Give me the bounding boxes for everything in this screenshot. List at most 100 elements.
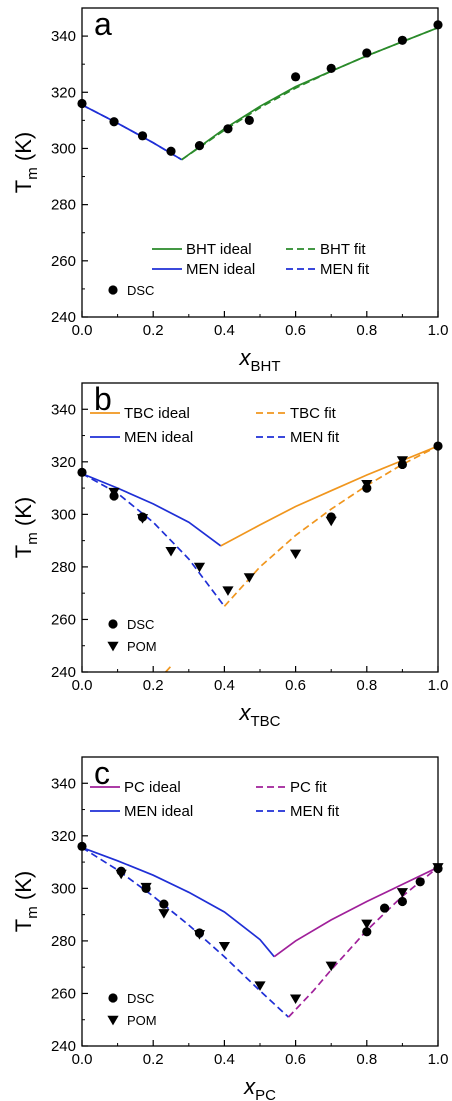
panel-a-y-axis-label-sub: m [24,167,41,180]
panel-a-series-2-ideal-line [181,26,439,161]
panel-c-series-0-ideal-line [81,846,275,958]
panel-b-x-tick-label: 0.0 [72,677,93,694]
panel-c-pom-point [115,869,127,880]
panel-c-legend-marker-undefined [108,993,118,1003]
panel-b-legend-label-0: TBC ideal [124,405,190,422]
panel-c-x-tick-label: 0.0 [72,1051,93,1068]
panel-a-dsc-point [244,115,254,125]
panel-c-dsc-point [380,903,390,913]
panel-a-y-axis-label-main: T [11,180,36,193]
panel-a-y-axis-label: Tm (K) [11,132,41,193]
panel-b-pom-point [222,586,234,596]
panel-c-y-tick-label: 300 [51,880,76,897]
panel-b-series-4-fit-line [165,663,174,673]
panel-a-y-tick-label: 300 [51,140,76,157]
panel-b-legend-label-1: TBC fit [290,405,337,422]
panel-c-legend-marker-label-0: DSC [127,991,154,1006]
panel-c-y-axis-label-main: T [11,919,36,932]
panel-a-y-tick-label: 280 [51,197,76,214]
panel-b-series-3-fit-line [223,445,439,607]
panel-b-legend-marker-undefined [107,641,119,652]
panel-c-pom-point [396,888,408,898]
panel-c-legend-label-0: PC ideal [124,779,181,796]
panel-c-x-axis-label-sub: PC [255,1087,276,1101]
panel-a-legend-marker-undefined [108,285,118,295]
panel-c-pom-point [361,919,373,930]
panel-c-x-axis-label: xPC [243,1074,276,1101]
panel-a-legend-label-1: BHT fit [320,241,366,258]
panel-a-dsc-point [291,72,301,82]
panel-b-y-axis-label-sub: m [24,532,41,545]
panel-a-dsc-point [397,35,407,45]
panel-c-pom-point [158,909,170,919]
panel-a-legend-label-3: MEN fit [320,261,370,278]
panel-b-y-tick-label: 260 [51,611,76,628]
panel-b-x-axis-label-main: x [239,700,252,725]
panel-a-y-tick-label: 240 [51,309,76,326]
panel-a-panel-letter: a [94,6,112,42]
panel-c-dsc-point [397,896,407,907]
panel-c-pom-point [254,981,266,991]
panel-c-x-tick-label: 0.4 [214,1051,235,1068]
panel-c-panel-letter: c [94,755,110,791]
panel-c-pom-point [193,930,206,940]
panel-b-legend-marker-label-1: POM [127,639,157,654]
panel-a-dsc-point [194,141,205,151]
panel-a-y-tick-label: 260 [51,253,76,270]
panel-c-series-3-fit-line [287,866,439,1018]
panel-b-series-0-ideal-line [81,472,222,547]
panel-b-y-tick-label: 300 [51,506,76,523]
panel-c-y-tick-label: 340 [51,775,76,792]
panel-b-panel-letter: b [94,381,112,417]
panel-c-legend-label-2: MEN ideal [124,803,193,820]
panel-b-y-tick-label: 280 [51,559,76,576]
panel-b-y-axis-label-main: T [11,545,36,558]
panel-c-legend-label-1: PC fit [290,779,328,796]
panel-b-pom-point [325,516,337,527]
panel-b-y-tick-label: 240 [51,664,76,681]
panel-c-series-2-ideal-line [273,866,439,958]
panel-b-pom-point [108,487,120,498]
panel-c-x-tick-label: 0.6 [285,1051,306,1068]
panel-b-pom-point [361,479,373,490]
panel-b-y-axis-label: Tm (K) [11,497,41,558]
panel-a-x-tick-label: 0.0 [72,322,93,339]
panel-c-y-tick-label: 240 [51,1038,76,1055]
panel-b-y-axis-label-unit: (K) [11,497,36,532]
panel-c-pom-point [290,994,302,1005]
panel-c-y-axis-label-unit: (K) [11,871,36,906]
panel-a-dsc-point [109,117,119,127]
panel-c-y-axis-label-sub: m [24,906,41,919]
panel-a-dsc-point [223,124,233,134]
panel-a-dsc-point [326,63,336,73]
panel-c-y-tick-label: 280 [51,933,76,950]
panel-a-legend-label-0: BHT ideal [186,241,252,258]
panel-a-x-tick-label: 0.2 [143,322,164,339]
panel-a-x-axis-label-sub: BHT [251,358,281,375]
panel-a-plot-frame [81,7,439,318]
panel-a-legend-marker-label-0: DSC [127,283,154,298]
panel-c-legend-marker-label-1: POM [127,1013,157,1028]
panel-a-series-3-fit-line [181,26,439,161]
panel-c-legend-label-3: MEN fit [290,803,340,820]
panel-c-pom-point [325,961,337,972]
panel-a-dsc-point [137,131,148,141]
panel-a-dsc-point [362,48,372,58]
panel-a-y-tick-label: 320 [51,84,76,101]
panel-b-x-tick-label: 0.6 [285,677,306,694]
panel-a-x-axis-label: xBHT [239,345,281,375]
panel-c-x-tick-label: 1.0 [428,1051,449,1068]
panel-c-pom-point [218,941,230,952]
panel-b-legend-label-3: MEN fit [290,429,340,446]
panel-b-x-tick-label: 1.0 [428,677,449,694]
panel-b-legend-label-2: MEN ideal [124,429,193,446]
panel-b-pom-point [243,573,255,583]
panel-a-dsc-point [166,146,176,156]
panel-a-x-axis-label-main: x [239,345,252,370]
panel-c-dsc-point [415,877,425,887]
panel-b-x-axis-label: xTBC [239,700,281,730]
panel-a-x-tick-label: 0.8 [356,322,377,339]
panel-c-y-tick-label: 260 [51,985,76,1002]
panel-c-y-axis-label: Tm (K) [11,871,41,932]
